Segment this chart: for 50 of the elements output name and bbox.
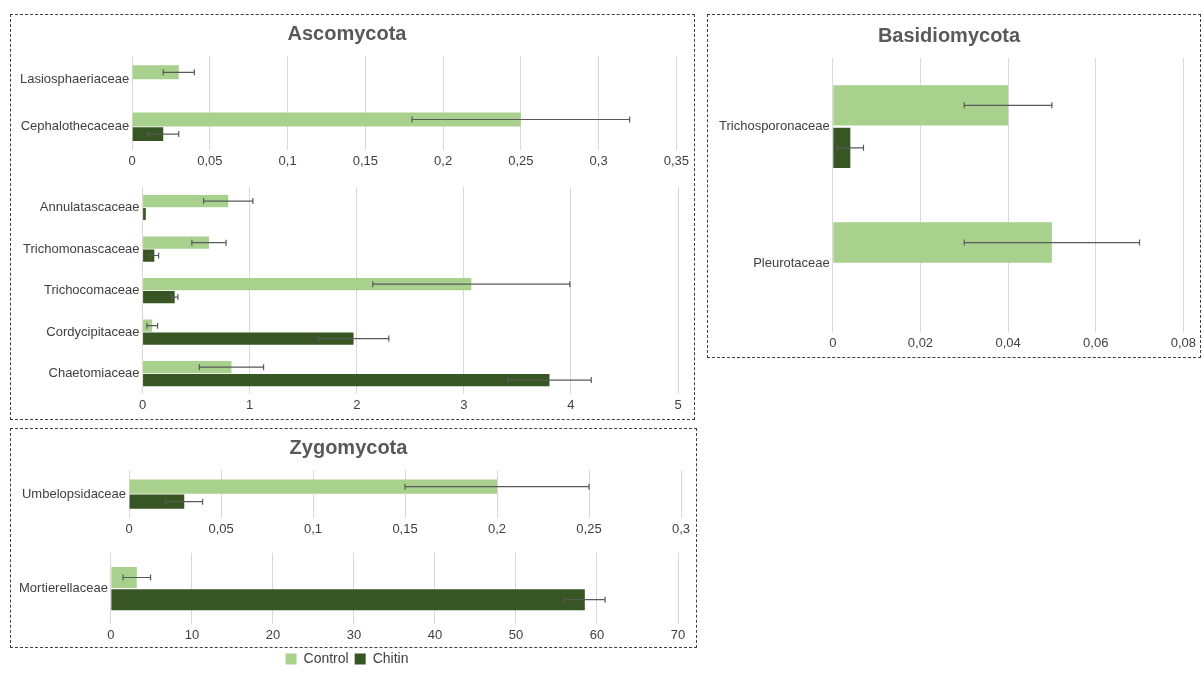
x-tick-label: 0,15 [392, 520, 418, 536]
x-tick-label: 0,25 [508, 152, 534, 168]
legend-label: Control [303, 649, 349, 666]
x-tick-label: 0,08 [1170, 334, 1197, 350]
y-tick-label: Pleurotaceae [753, 255, 830, 271]
x-tick-label: 0,1 [304, 520, 323, 536]
chart-title: Basidiomycota [877, 23, 1022, 46]
x-tick-label: 0,35 [663, 152, 690, 168]
x-tick-label: 0,06 [1083, 334, 1109, 350]
x-tick-label: 40 [427, 626, 443, 642]
x-tick-label: 5 [674, 396, 682, 412]
y-tick-label: Umbelopsidaceae [21, 485, 127, 501]
y-tick-label: Annulatascaceae [39, 199, 140, 215]
chart-title: Zygomycota [289, 435, 409, 458]
x-tick-label: 0 [138, 396, 147, 412]
x-tick-label: 0,3 [671, 520, 691, 536]
y-tick-label: Cephalothecaceae [20, 118, 130, 134]
y-tick-label: Chaetomiaceae [48, 365, 140, 381]
x-tick-label: 0,25 [576, 520, 602, 536]
x-tick-label: 0,04 [995, 334, 1021, 350]
y-tick-label: Lasiosphaeriaceae [19, 71, 130, 87]
y-tick-label: Trichomonascaceae [23, 240, 140, 256]
x-tick-label: 0,05 [197, 152, 223, 168]
y-tick-label: Cordycipitaceae [46, 323, 140, 339]
x-tick-label: 0,05 [208, 520, 234, 536]
y-tick-label: Trichocomaceae [43, 282, 140, 298]
x-tick-label: 20 [265, 626, 281, 642]
x-tick-label: 3 [460, 396, 468, 412]
x-tick-label: 0,02 [907, 334, 934, 350]
x-tick-label: 4 [567, 396, 575, 412]
x-tick-label: 2 [353, 396, 361, 412]
legend-label: Chitin [372, 649, 409, 666]
x-tick-label: 0,3 [589, 152, 608, 168]
x-tick-label: 0,2 [434, 152, 453, 168]
x-tick-label: 0 [107, 626, 115, 642]
y-tick-label: Trichosporonaceae [718, 118, 830, 134]
x-tick-label: 1 [246, 396, 254, 412]
x-tick-label: 30 [346, 626, 362, 642]
chart-title: Ascomycota [287, 21, 408, 44]
x-tick-label: 0,1 [278, 152, 297, 168]
x-tick-label: 50 [508, 626, 524, 642]
y-tick-label: Mortierellaceae [19, 580, 108, 596]
x-tick-label: 60 [589, 626, 605, 642]
x-tick-label: 0 [125, 520, 133, 536]
x-tick-label: 0 [829, 334, 837, 350]
x-tick-label: 70 [670, 626, 686, 642]
x-tick-label: 0,2 [487, 520, 507, 536]
x-tick-label: 10 [184, 626, 200, 642]
x-tick-label: 0,15 [352, 152, 379, 168]
x-tick-label: 0 [128, 152, 136, 168]
